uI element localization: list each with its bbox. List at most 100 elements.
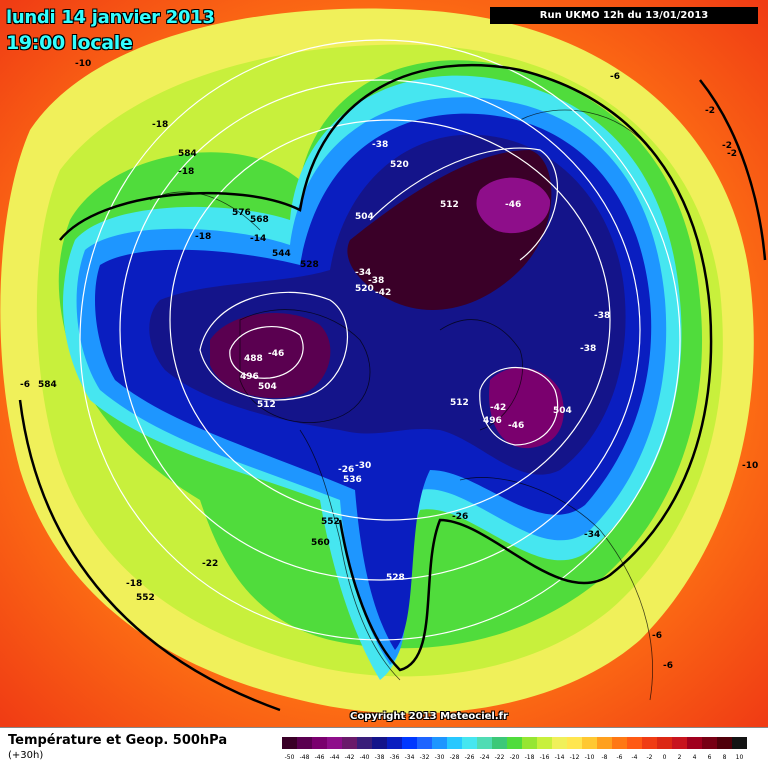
legend-swatch	[342, 737, 357, 749]
temp-label: -6	[652, 631, 662, 641]
temp-label: -38	[372, 140, 388, 150]
geop-label: 512	[450, 398, 469, 408]
geop-label: 584	[38, 380, 57, 390]
legend-tick-label: -6	[617, 754, 623, 761]
legend-tick-label: 4	[693, 754, 697, 761]
legend-swatch	[687, 737, 702, 749]
legend-tick-label: -42	[345, 754, 355, 761]
geop-label: 576	[232, 208, 251, 218]
legend-tick-label: -16	[540, 754, 550, 761]
forecast-time: 19:00 locale	[6, 32, 133, 54]
temp-label: -30	[355, 461, 371, 471]
legend-swatch	[477, 737, 492, 749]
legend-tick-label: -32	[420, 754, 430, 761]
legend-tick-label: -12	[570, 754, 580, 761]
legend-swatch	[552, 737, 567, 749]
legend-swatch	[702, 737, 717, 749]
temp-label: -38	[580, 344, 596, 354]
temp-label: -10	[742, 461, 758, 471]
legend-swatch	[657, 737, 672, 749]
geop-label: 504	[258, 382, 277, 392]
geop-label: 520	[390, 160, 409, 170]
geop-label: 536	[343, 475, 362, 485]
geop-label: 560	[311, 538, 330, 548]
legend-swatch	[582, 737, 597, 749]
temp-label: -26	[338, 465, 354, 475]
temp-label: -18	[178, 167, 194, 177]
legend-swatch	[417, 737, 432, 749]
temp-label: -2	[722, 141, 732, 151]
legend-swatch	[627, 737, 642, 749]
legend-swatch	[432, 737, 447, 749]
temp-label: -18	[195, 232, 211, 242]
legend-swatch	[567, 737, 582, 749]
legend-swatch	[462, 737, 477, 749]
geop-label: 552	[321, 517, 340, 527]
legend-swatch	[732, 737, 747, 749]
legend-tick-label: -14	[555, 754, 565, 761]
legend-tick-label: -36	[390, 754, 400, 761]
legend-swatch	[297, 737, 312, 749]
legend-tick-label: 2	[678, 754, 682, 761]
geop-label: 544	[272, 249, 291, 259]
temp-label: -26	[452, 512, 468, 522]
legend-footer: Température et Geop. 500hPa (+30h) -50 -4…	[0, 727, 768, 768]
legend-tick-label: -8	[602, 754, 608, 761]
legend-swatch	[597, 737, 612, 749]
temp-label: -46	[505, 200, 521, 210]
temp-label: -42	[490, 403, 506, 413]
map-labels: -10 -18 -18 -14 -18 -38 -46 -34 -38 -42 …	[20, 59, 758, 671]
legend-swatch	[447, 737, 462, 749]
legend-tick-label: -10	[585, 754, 595, 761]
legend-tick-label: -26	[465, 754, 475, 761]
legend-tick-label: -18	[525, 754, 535, 761]
geopotential-contours	[79, 39, 681, 641]
geop-label: 496	[483, 416, 502, 426]
temp-label: -6	[20, 380, 30, 390]
color-scale-legend: -50 -48 -46 -44 -42 -40 -38 -36 -34 -32 -30 -28 -26-…	[282, 737, 747, 761]
geop-label: 528	[386, 573, 405, 583]
temp-label: -46	[268, 349, 284, 359]
temp-label: -42	[375, 288, 391, 298]
geop-label: 512	[257, 400, 276, 410]
legend-swatch	[402, 737, 417, 749]
legend-swatch	[717, 737, 732, 749]
legend-tick-label: -38	[375, 754, 385, 761]
geop-label: 512	[440, 200, 459, 210]
temp-label: -10	[75, 59, 91, 69]
legend-tick-label: -34	[405, 754, 415, 761]
temp-label: -34	[584, 530, 600, 540]
legend-tick-label: 6	[708, 754, 712, 761]
purple-core-east	[489, 367, 564, 449]
map-panel: -10 -18 -18 -14 -18 -38 -46 -34 -38 -42 …	[0, 0, 768, 727]
legend-swatch	[312, 737, 327, 749]
legend-swatch	[672, 737, 687, 749]
temp-label: -2	[705, 106, 715, 116]
legend-tick-label: -50	[285, 754, 295, 761]
legend-tick-label: -20	[510, 754, 520, 761]
legend-swatch	[537, 737, 552, 749]
temp-label: -38	[368, 276, 384, 286]
purple-blob-north	[476, 177, 551, 234]
temp-label: -14	[250, 234, 266, 244]
geop-label: 488	[244, 354, 263, 364]
temp-label: -18	[126, 579, 142, 589]
map-subtitle: (+30h)	[8, 750, 44, 761]
legend-tick-label: -46	[315, 754, 325, 761]
legend-swatch	[507, 737, 522, 749]
temp-label: -18	[152, 120, 168, 130]
temp-label: -22	[202, 559, 218, 569]
legend-tick-label: 10	[736, 754, 744, 761]
legend-swatch	[282, 737, 297, 749]
legend-swatch	[387, 737, 402, 749]
legend-tick-label: -4	[632, 754, 638, 761]
legend-tick-label: -22	[495, 754, 505, 761]
geop-label: 568	[250, 215, 269, 225]
geop-label: 528	[300, 260, 319, 270]
copyright-text: Copyright 2013 Meteociel.fr	[350, 711, 508, 722]
legend-tick-label: -28	[450, 754, 460, 761]
temperature-geopotential-map: -10 -18 -18 -14 -18 -38 -46 -34 -38 -42 …	[0, 0, 768, 727]
temp-label: -34	[355, 268, 371, 278]
thick-contour-lines	[18, 63, 767, 712]
legend-swatch	[522, 737, 537, 749]
